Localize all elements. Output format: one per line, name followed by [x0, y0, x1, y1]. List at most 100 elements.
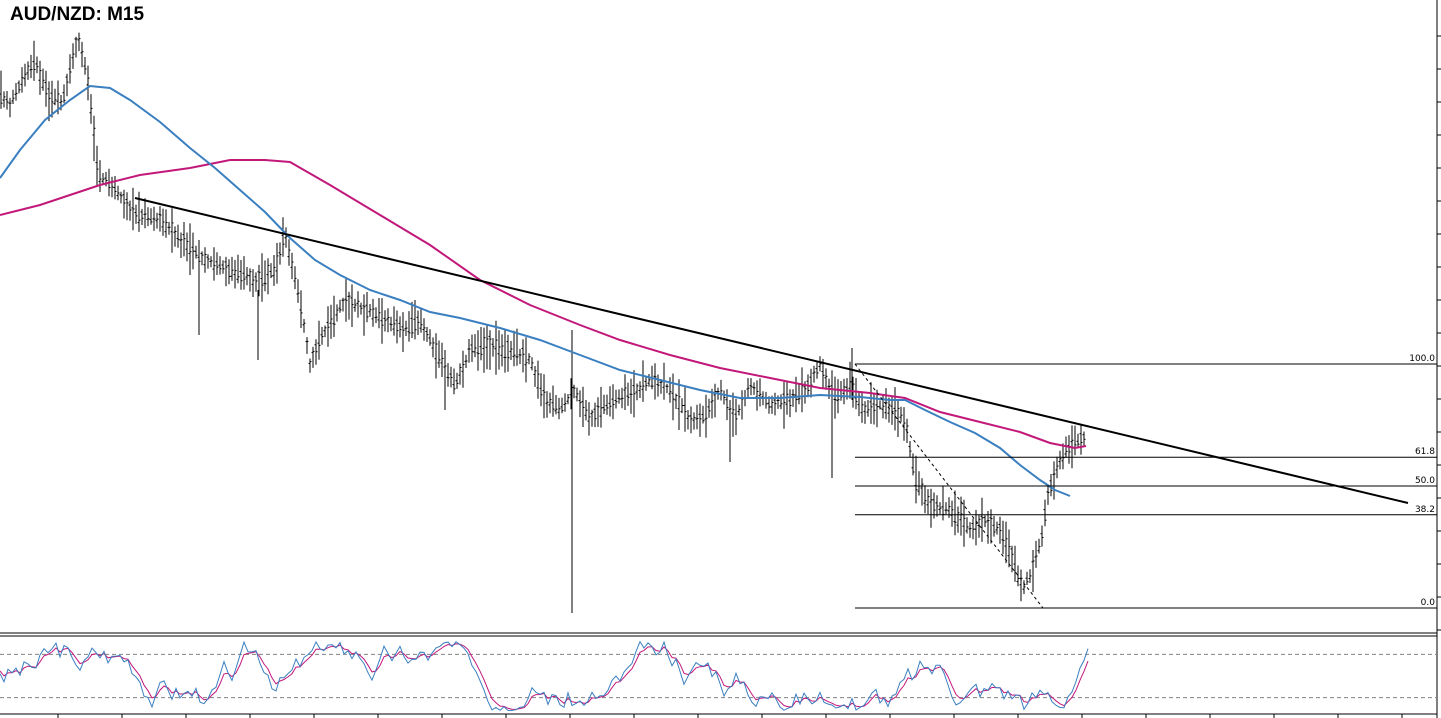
price-bar — [242, 256, 246, 290]
price-bar — [824, 368, 828, 390]
price-bar — [971, 518, 975, 540]
price-bar — [467, 339, 471, 363]
price-bar — [47, 81, 51, 122]
price-bar — [1064, 436, 1068, 458]
price-bar — [878, 400, 882, 410]
price-bar — [617, 389, 621, 404]
price-bar — [752, 382, 756, 395]
price-bar — [602, 394, 606, 414]
price-bar — [773, 392, 777, 416]
price-bar — [164, 209, 168, 238]
price-bar — [1073, 425, 1077, 456]
slow-ma-line — [0, 159, 1087, 450]
price-bar — [473, 334, 477, 358]
price-bar — [899, 406, 903, 423]
price-bar — [44, 70, 48, 107]
price-bar — [674, 393, 678, 409]
price-bar — [113, 176, 117, 200]
price-bar — [668, 377, 672, 403]
price-bar — [374, 307, 378, 324]
price-bar — [149, 208, 153, 225]
price-bar — [1058, 450, 1062, 470]
price-bar — [950, 500, 954, 527]
price-bar — [815, 362, 819, 379]
price-bar — [944, 502, 948, 515]
price-bar — [1028, 569, 1032, 583]
price-bar — [401, 312, 405, 352]
price-bar — [260, 253, 264, 302]
price-bar — [797, 383, 801, 405]
price-bar — [437, 340, 441, 368]
price-bar — [764, 391, 768, 409]
price-bar — [530, 357, 534, 371]
price-bar — [524, 337, 528, 383]
price-bar — [482, 327, 486, 373]
price-bar — [206, 254, 210, 269]
price-bar — [995, 521, 999, 535]
price-bar — [191, 232, 195, 270]
price-bar — [14, 83, 18, 101]
price-bar — [158, 206, 162, 232]
price-bar — [215, 252, 219, 275]
price-bar — [842, 378, 846, 405]
price-bar — [545, 391, 549, 418]
price-bar — [161, 208, 165, 236]
price-bar — [932, 492, 936, 519]
price-bar — [791, 389, 795, 407]
ohlc-bars — [0, 32, 1086, 613]
price-bar — [1019, 569, 1023, 602]
price-bar — [542, 374, 546, 419]
price-bar — [101, 173, 105, 185]
price-bar — [302, 319, 306, 333]
fib-level: 50.0 — [855, 476, 1437, 487]
price-bar — [746, 378, 750, 399]
stochastic-panel — [0, 640, 1437, 712]
price-bar — [317, 320, 321, 360]
price-bar — [497, 330, 501, 370]
price-bar — [623, 374, 627, 410]
chart-title: AUD/NZD: M15 — [10, 4, 145, 25]
price-bar — [863, 401, 867, 424]
price-bar — [539, 373, 543, 407]
price-bar — [155, 212, 159, 229]
price-bar — [5, 91, 9, 110]
price-bar — [362, 294, 366, 336]
price-bar — [695, 404, 699, 430]
fib-level: 100.0 — [855, 354, 1437, 365]
moving-average-slow — [0, 159, 1087, 450]
fib-level-label: 50.0 — [1415, 476, 1435, 486]
price-bar — [119, 191, 123, 204]
price-bar — [734, 398, 738, 436]
price-bar — [491, 338, 495, 357]
price-bar — [17, 80, 21, 94]
price-bar — [998, 516, 1002, 544]
price-bar — [638, 381, 642, 398]
price-bar — [740, 390, 744, 420]
price-bar — [134, 204, 138, 224]
price-bar — [533, 366, 537, 387]
price-bar — [227, 259, 231, 285]
price-bar — [20, 67, 24, 93]
price-bar — [701, 405, 705, 424]
price-bar — [389, 316, 393, 332]
price-bar — [245, 267, 249, 286]
price-bar — [1049, 474, 1053, 497]
price-bar — [416, 310, 420, 335]
price-bar — [83, 57, 87, 75]
price-bar — [143, 198, 147, 229]
price-bar — [278, 242, 282, 265]
price-bar — [509, 340, 513, 360]
fast-ma-line — [0, 84, 1071, 497]
price-bar — [299, 290, 303, 328]
price-bar — [425, 327, 429, 342]
price-bar — [1025, 571, 1029, 585]
price-bar — [65, 73, 69, 97]
price-bar — [395, 310, 399, 344]
price-bar — [584, 400, 588, 421]
price-bar — [485, 325, 489, 370]
price-bar — [911, 453, 915, 476]
price-bar — [923, 485, 927, 514]
price-bar — [1004, 521, 1008, 564]
price-bar — [887, 397, 891, 423]
price-bar — [140, 208, 144, 225]
